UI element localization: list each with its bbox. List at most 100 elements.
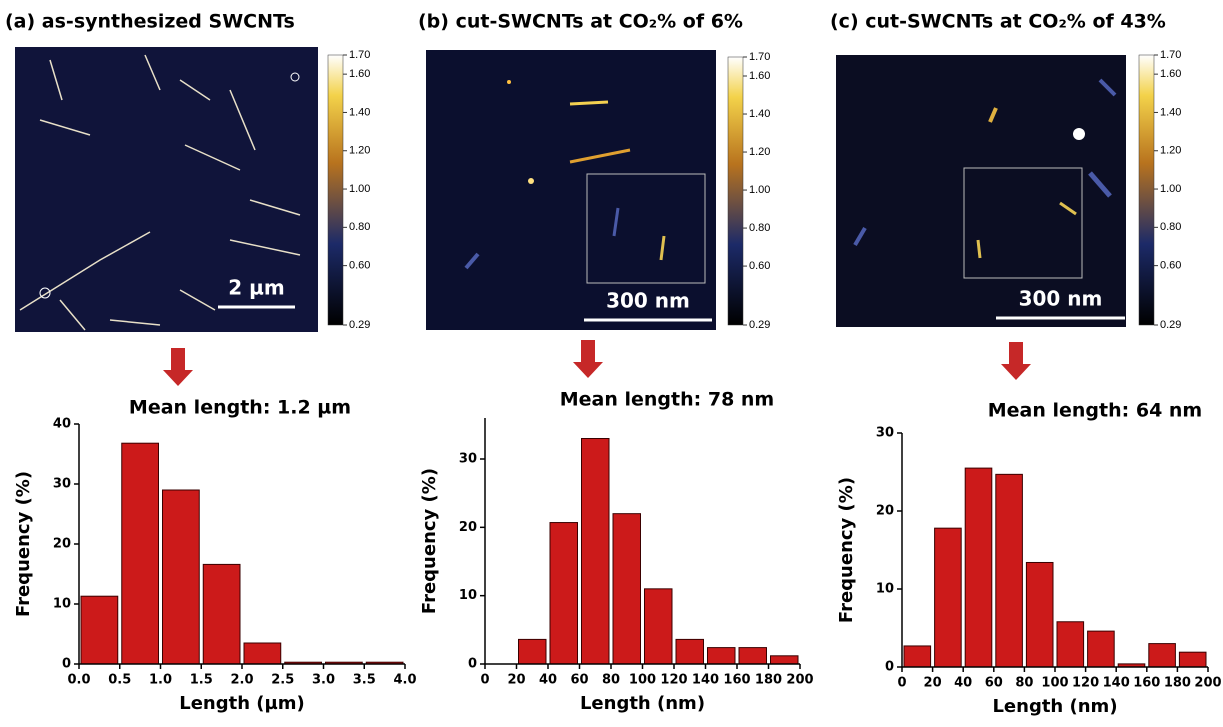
y-tick-label: 20 [459, 520, 477, 535]
x-tick-label: 60 [985, 676, 1003, 691]
x-tick-label: 80 [1015, 676, 1033, 691]
x-tick-label: 40 [954, 676, 972, 691]
x-tick-label: 2.5 [271, 673, 294, 688]
x-tick-label: 2.0 [230, 673, 253, 688]
y-tick-label: 10 [459, 588, 477, 603]
subtitle: Mean length: 1.2 µm [129, 397, 351, 419]
colorbar-tick-label: 1.20 [749, 146, 770, 158]
colorbar-tick-label: 1.70 [349, 49, 370, 61]
y-tick-label: 20 [53, 537, 71, 552]
colorbar-tick-label: 1.70 [1160, 49, 1181, 61]
colorbar-tick-label: 0.29 [1160, 319, 1181, 331]
scale-bar-label: 300 nm [1019, 287, 1103, 311]
bar [612, 513, 641, 665]
bar [121, 442, 159, 665]
colorbar-tick-label: 0.60 [749, 260, 770, 272]
y-tick-label: 20 [876, 504, 894, 519]
bar [581, 438, 610, 665]
x-axis-label: Length (nm) [992, 696, 1117, 717]
colorbar-tick-label: 1.40 [349, 106, 370, 118]
subtitle: Mean length: 64 nm [988, 400, 1202, 422]
x-tick-label: 160 [1133, 676, 1160, 691]
bar [675, 638, 704, 665]
bar [738, 647, 767, 665]
x-tick-label: 3.5 [353, 673, 376, 688]
x-tick-label: 180 [755, 673, 782, 688]
afm-image-b [426, 50, 716, 330]
colorbar-tick-label: 1.70 [749, 51, 770, 63]
y-tick-label: 40 [53, 417, 71, 432]
colorbar [327, 54, 344, 326]
arrows [163, 340, 1031, 386]
x-tick-label: 120 [660, 673, 687, 688]
bar [1025, 561, 1054, 668]
x-tick-label: 0 [897, 676, 906, 691]
x-axis-label: Length (nm) [580, 693, 705, 714]
colorbar-tick-label: 0.60 [1160, 260, 1181, 272]
bar [644, 588, 673, 665]
y-tick-label: 0 [468, 657, 477, 672]
y-tick-label: 30 [876, 426, 894, 441]
colorbar-tick-label: 0.60 [349, 260, 370, 272]
colorbar-tick-label: 1.60 [749, 70, 770, 82]
bar [1148, 643, 1176, 668]
x-tick-label: 4.0 [393, 673, 416, 688]
colorbar-tick-label: 1.60 [1160, 68, 1181, 80]
bar [202, 563, 241, 665]
colorbar [727, 56, 744, 326]
y-tick-label: 30 [53, 477, 71, 492]
bar [162, 489, 200, 665]
x-tick-label: 140 [692, 673, 719, 688]
x-tick-label: 140 [1103, 676, 1130, 691]
colorbar-tick-label: 0.29 [749, 319, 770, 331]
y-tick-label: 30 [459, 452, 477, 467]
panel-title: (c) cut-SWCNTs at CO₂% of 43% [830, 11, 1166, 33]
x-axis-label: Length (µm) [179, 693, 305, 714]
x-tick-label: 100 [1041, 676, 1068, 691]
x-tick-label: 0.0 [67, 673, 90, 688]
y-axis-label: Frequency (%) [13, 471, 34, 617]
bar [964, 467, 993, 668]
bar [903, 645, 932, 668]
bar [934, 527, 962, 668]
x-tick-label: 160 [723, 673, 750, 688]
x-tick-label: 0 [480, 673, 489, 688]
x-tick-label: 1.0 [149, 673, 172, 688]
y-tick-label: 0 [885, 660, 894, 675]
bar [770, 655, 799, 665]
x-tick-label: 1.5 [190, 673, 213, 688]
colorbar-tick-label: 1.20 [1160, 145, 1181, 157]
bar [1178, 651, 1207, 668]
x-tick-label: 80 [602, 673, 620, 688]
bar [707, 647, 736, 665]
colorbar-tick-label: 1.40 [1160, 106, 1181, 118]
y-axis-label: Frequency (%) [419, 468, 440, 614]
bar [1056, 621, 1085, 668]
colorbar-tick-label: 1.60 [349, 68, 370, 80]
colorbar [1138, 54, 1155, 326]
x-tick-label: 3.0 [312, 673, 335, 688]
x-tick-label: 40 [539, 673, 557, 688]
colorbar-tick-label: 1.00 [349, 183, 370, 195]
x-tick-label: 180 [1164, 676, 1191, 691]
colorbar-tick-label: 0.80 [349, 221, 370, 233]
colorbar-tick-label: 1.40 [749, 108, 770, 120]
scale-bar-label: 2 µm [228, 276, 284, 300]
x-tick-label: 0.5 [108, 673, 131, 688]
y-tick-label: 10 [53, 597, 71, 612]
panel-title: (a) as-synthesized SWCNTs [5, 11, 295, 33]
x-tick-label: 200 [1194, 676, 1221, 691]
scale-bar-label: 300 nm [606, 289, 690, 313]
subtitle: Mean length: 78 nm [560, 389, 774, 411]
bar [995, 473, 1023, 668]
x-tick-label: 200 [786, 673, 813, 688]
x-tick-label: 100 [629, 673, 656, 688]
y-tick-label: 0 [62, 657, 71, 672]
x-tick-label: 20 [924, 676, 942, 691]
colorbar-tick-label: 1.00 [1160, 183, 1181, 195]
colorbar-tick-label: 0.80 [1160, 221, 1181, 233]
x-tick-label: 120 [1072, 676, 1099, 691]
afm-image-c [836, 55, 1126, 327]
colorbar-tick-label: 0.80 [749, 222, 770, 234]
